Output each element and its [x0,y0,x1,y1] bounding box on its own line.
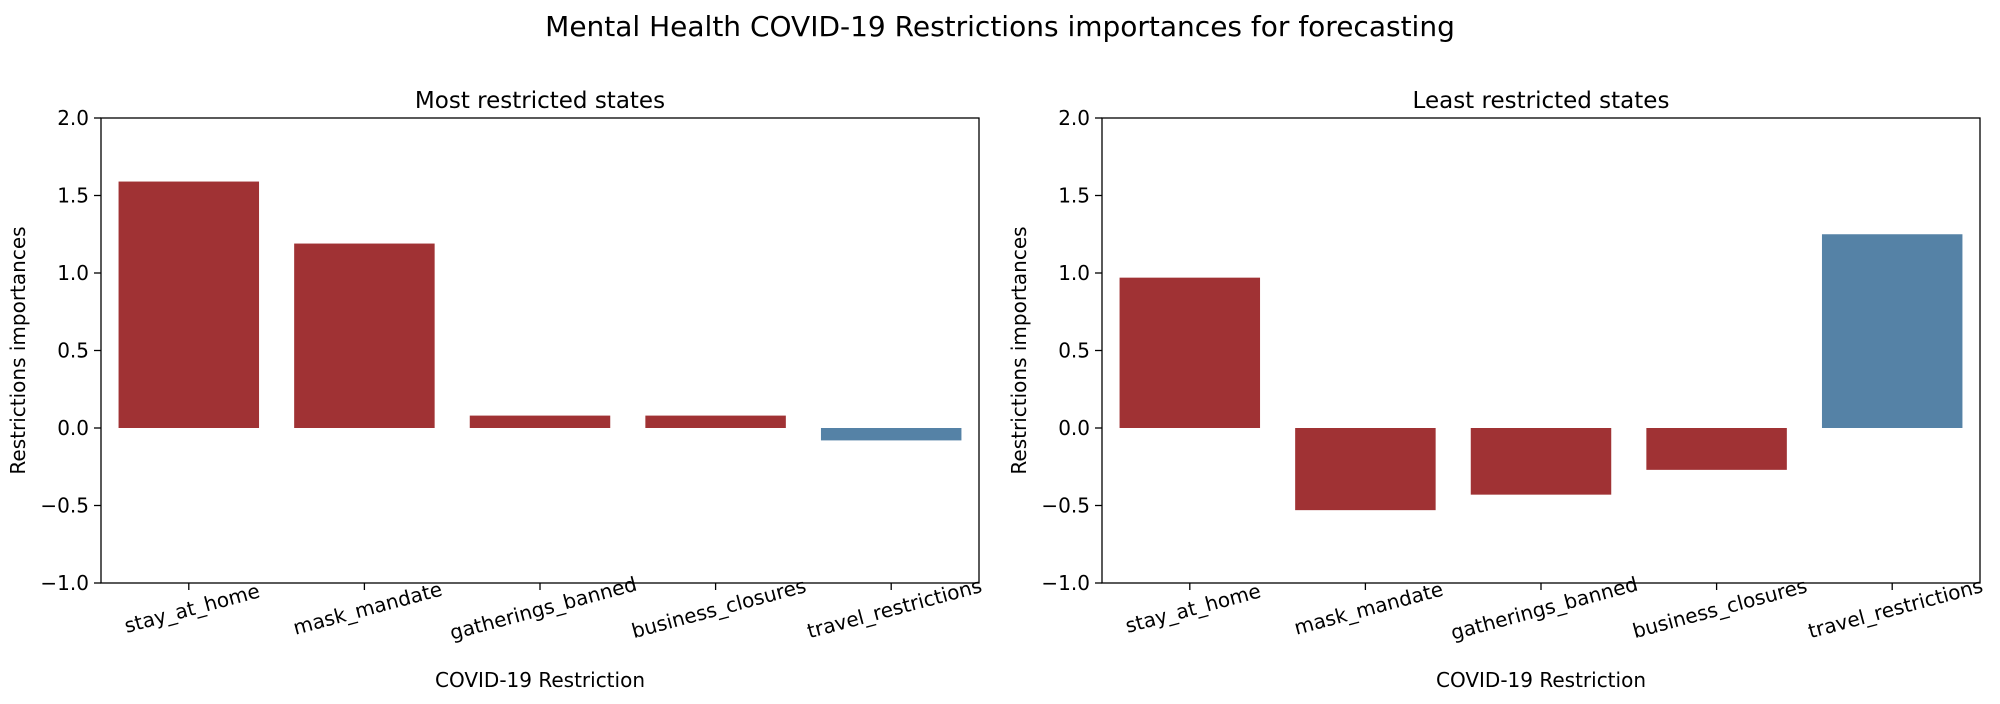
y-tick-label: 1.5 [1058,184,1090,208]
y-tick-label: 1.5 [57,184,89,208]
x-tick-label: stay_at_home [1123,579,1264,638]
y-tick-label: 0.0 [1058,416,1090,440]
chart-panel-2: Least restricted states −1.0 −0.5 0.0 0.5 1.0… [1007,88,1985,692]
bar-gatherings_banned [469,415,611,428]
x-tick-label: travel_restrictions [804,573,984,643]
x-tick-label: travel_restrictions [1805,573,1985,643]
y-axis-label: Restrictions importances [1007,226,1031,474]
bar-travel_restrictions [1821,234,1963,428]
x-tick-label: stay_at_home [122,579,263,638]
y-tick-label: 2.0 [57,106,89,130]
bar-mask_mandate [294,243,435,428]
x-tick-label: business_closures [1630,573,1810,643]
bar-stay_at_home [118,181,260,428]
y-tick-label: 1.0 [57,261,89,285]
y-axis-label: Restrictions importances [6,226,30,474]
y-tick-label: −0.5 [1041,494,1090,518]
bar-stay_at_home [1119,277,1261,428]
y-tick-label: 2.0 [1058,106,1090,130]
y-tick-label: −1.0 [1041,571,1090,595]
bar-mask_mandate [1295,428,1436,511]
figure-title: Mental Health COVID-19 Restrictions impo… [545,10,1455,43]
x-axis-label: COVID-19 Restriction [1436,668,1646,692]
bar-travel_restrictions [820,428,962,441]
x-tick-label: mask_mandate [290,577,444,640]
x-tick-label: business_closures [629,573,809,643]
y-tick-label: 0.5 [1058,339,1090,363]
y-tick-label: −1.0 [40,571,89,595]
bar-gatherings_banned [1470,428,1612,495]
y-tick-label: 0.0 [57,416,89,440]
y-tick-label: −0.5 [40,494,89,518]
x-tick-label: mask_mandate [1291,577,1445,640]
panel-title: Least restricted states [1413,88,1670,114]
x-axis-label: COVID-19 Restriction [435,668,645,692]
y-tick-label: 0.5 [57,339,89,363]
bar-business_closures [645,415,786,428]
bar-business_closures [1646,428,1787,470]
chart-panel-1: Most restricted states −1.0 −0.5 0.0 0.5 1.0 1… [6,88,984,692]
panel-title: Most restricted states [415,88,665,114]
y-tick-label: 1.0 [1058,261,1090,285]
